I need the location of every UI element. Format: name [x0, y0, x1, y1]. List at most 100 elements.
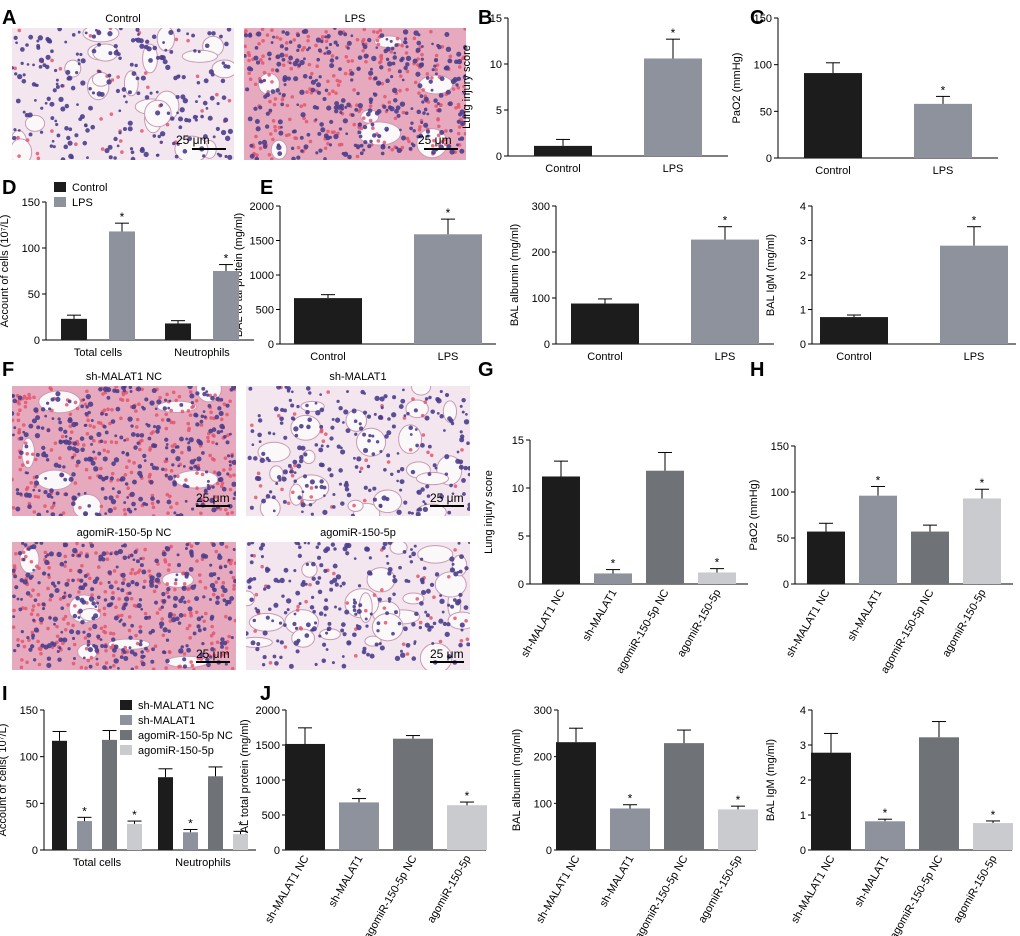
- bar: [963, 498, 1001, 584]
- legend-swatch: [120, 730, 132, 740]
- legend-label: Control: [72, 182, 107, 194]
- micrograph-control: [12, 28, 234, 160]
- significance-mark: *: [972, 214, 977, 228]
- micrograph-lps: [244, 28, 466, 160]
- x-tick-label: Control: [836, 351, 871, 363]
- bar: [213, 271, 239, 340]
- bar: [414, 234, 482, 344]
- bar: [339, 802, 379, 850]
- significance-mark: *: [238, 818, 243, 832]
- significance-mark: *: [82, 804, 87, 818]
- y-axis-label: BAL IgM (mg/ml): [765, 234, 777, 316]
- significance-mark: *: [188, 816, 193, 830]
- y-axis-label: PaO2 (mmHg): [731, 53, 743, 124]
- bar: [865, 821, 905, 850]
- bar: [556, 742, 596, 850]
- y-axis-label: BAL albumin (mg/ml): [509, 224, 521, 326]
- y-tick-label: 100: [20, 752, 38, 764]
- x-tick-label: Neutrophils: [175, 857, 231, 869]
- y-tick-label: 200: [532, 247, 550, 259]
- y-tick-label: 0: [546, 845, 552, 857]
- significance-mark: *: [465, 789, 470, 803]
- y-tick-label: 50: [26, 798, 38, 810]
- bar: [911, 531, 949, 584]
- y-axis-label: BAL albumin (mg/ml): [511, 729, 523, 831]
- bar: [807, 531, 845, 584]
- legend-swatch: [54, 182, 66, 192]
- legend-label: agomiR-150-5p: [138, 745, 214, 757]
- bar: [811, 752, 851, 850]
- y-tick-label: 50: [28, 289, 40, 301]
- y-tick-label: 2000: [250, 201, 274, 213]
- y-tick-label: 4: [800, 705, 806, 717]
- y-tick-label: 50: [777, 533, 789, 545]
- legend-swatch: [120, 715, 132, 725]
- bar: [571, 303, 639, 344]
- x-tick-label: agomiR-150-5p NC: [362, 853, 420, 936]
- legend-label: sh-MALAT1: [138, 715, 195, 727]
- significance-mark: *: [723, 214, 728, 228]
- significance-mark: *: [628, 792, 633, 806]
- significance-mark: *: [611, 557, 616, 571]
- micrograph-sh-malat1: [246, 386, 470, 516]
- y-tick-label: 0: [496, 151, 502, 163]
- y-axis-label: PaO2 (mmHg): [748, 480, 760, 551]
- x-tick-label: agomiR-150-5p NC: [879, 587, 937, 675]
- y-tick-label: 10: [512, 483, 524, 495]
- bar: [183, 832, 198, 850]
- bar: [447, 805, 487, 850]
- y-tick-label: 2: [800, 775, 806, 787]
- y-tick-label: 0: [32, 845, 38, 857]
- x-tick-label: agomiR-150-5p: [425, 854, 473, 926]
- x-tick-label: Total cells: [74, 347, 123, 359]
- y-tick-label: 0: [800, 339, 806, 351]
- y-tick-label: 1000: [256, 775, 280, 787]
- bar: [109, 231, 135, 340]
- y-tick-label: 150: [22, 197, 40, 209]
- y-tick-label: 1: [800, 305, 806, 317]
- bar: [52, 740, 67, 850]
- x-tick-label: LPS: [663, 163, 684, 175]
- y-tick-label: 1: [800, 810, 806, 822]
- bar: [594, 573, 632, 584]
- bar: [208, 776, 223, 850]
- y-tick-label: 150: [754, 13, 772, 25]
- y-tick-label: 500: [262, 810, 280, 822]
- x-tick-label: sh-MALAT1: [598, 854, 637, 910]
- bar: [698, 572, 736, 584]
- legend-swatch: [54, 197, 66, 207]
- micrograph-agomir: [246, 542, 470, 670]
- y-axis-label: Account of cells (10⁷/L): [0, 215, 11, 328]
- y-tick-label: 0: [800, 845, 806, 857]
- y-tick-label: 150: [20, 705, 38, 717]
- x-tick-label: sh-MALAT1 NC: [534, 853, 583, 925]
- bar: [61, 318, 87, 340]
- legend-swatch: [120, 745, 132, 755]
- x-tick-label: agomiR-150-5p: [696, 854, 744, 926]
- x-tick-label: Control: [545, 163, 580, 175]
- bar: [914, 103, 972, 158]
- x-tick-label: agomiR-150-5p: [940, 588, 988, 660]
- bar: [294, 298, 362, 344]
- bar: [610, 808, 650, 850]
- x-tick-label: Control: [587, 351, 622, 363]
- bar: [127, 823, 142, 850]
- y-tick-label: 0: [274, 845, 280, 857]
- y-axis-label: BAL IgM (mg/ml): [765, 739, 777, 821]
- bar: [804, 73, 862, 158]
- y-tick-label: 0: [544, 339, 550, 351]
- x-tick-label: sh-MALAT1: [581, 588, 620, 644]
- y-tick-label: 0: [518, 579, 524, 591]
- x-tick-label: agomiR-150-5p NC: [633, 853, 691, 936]
- x-tick-label: Total cells: [73, 857, 122, 869]
- y-tick-label: 200: [534, 752, 552, 764]
- micrograph-agomir-nc: [12, 542, 236, 670]
- bar: [393, 738, 433, 850]
- significance-mark: *: [132, 808, 137, 822]
- y-tick-label: 2000: [256, 705, 280, 717]
- bar: [158, 777, 173, 850]
- y-tick-label: 100: [754, 60, 772, 72]
- significance-mark: *: [980, 476, 985, 490]
- x-tick-label: agomiR-150-5p NC: [888, 853, 946, 936]
